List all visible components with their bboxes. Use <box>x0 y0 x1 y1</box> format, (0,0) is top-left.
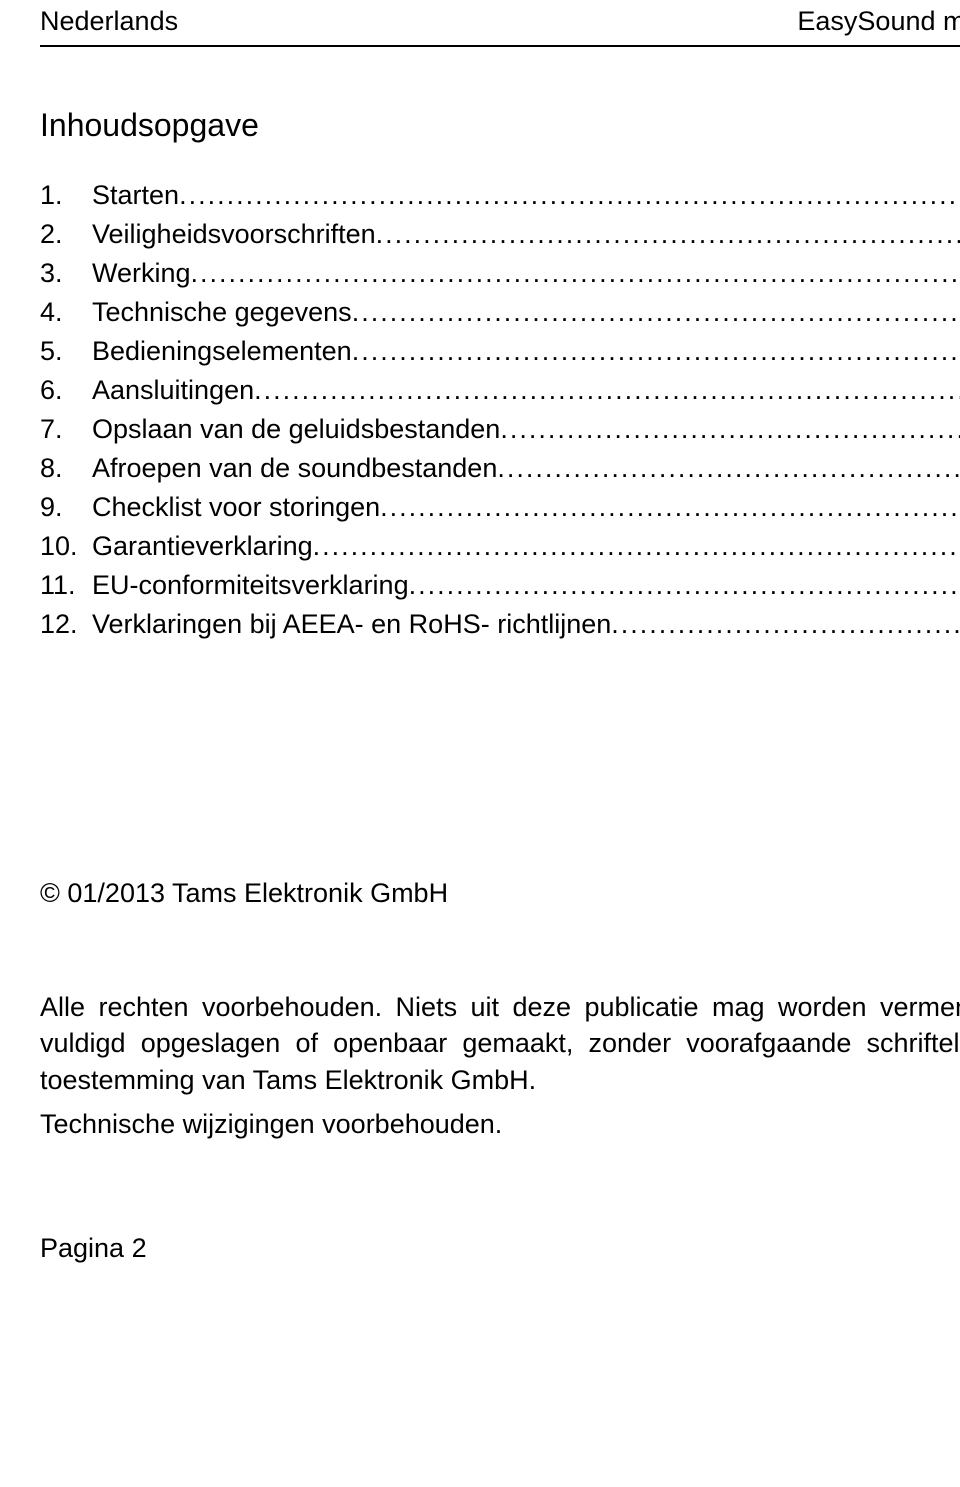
copyright-line: © 01/2013 Tams Elektronik GmbH <box>40 878 960 909</box>
toc-entry-label: Checklist voor storingen <box>92 494 380 521</box>
toc-leader-dots <box>500 416 960 443</box>
tech-changes-paragraph: Technische wijzigingen voorbehouden. <box>40 1106 960 1142</box>
toc-leader-dots <box>191 260 960 287</box>
header-rule <box>40 45 960 47</box>
toc-entry-label: Afroepen van de soundbestanden <box>92 455 497 482</box>
toc-entry-label: Werking <box>92 260 191 287</box>
toc-entry-label: EU-conformiteitsverklaring <box>92 572 409 599</box>
toc-leader-dots <box>352 338 960 365</box>
toc-entry-number: 3. <box>40 260 92 287</box>
toc-entry-number: 8. <box>40 455 92 482</box>
toc-entry: 9.Checklist voor storingen20 <box>40 494 960 521</box>
toc-entry: 1.Starten3 <box>40 182 960 209</box>
toc-entry-number: 7. <box>40 416 92 443</box>
toc-leader-dots <box>313 533 960 560</box>
toc-leader-dots <box>254 377 960 404</box>
toc-leader-dots <box>376 221 960 248</box>
toc-entry: 5.Bedieningselementen9 <box>40 338 960 365</box>
rights-paragraph: Alle rechten voorbehouden. Niets uit dez… <box>40 989 960 1098</box>
toc-entry-label: Technische gegevens <box>92 299 352 326</box>
toc-entry-number: 11. <box>40 572 92 599</box>
toc-entry-number: 12. <box>40 611 92 638</box>
toc-entry-label: Garantieverklaring <box>92 533 313 560</box>
toc-entry: 8.Afroepen van de soundbestanden16 <box>40 455 960 482</box>
toc-entry-number: 9. <box>40 494 92 521</box>
table-of-contents: 1.Starten3 2.Veiligheidsvoorschriften5 3.W… <box>40 182 960 638</box>
toc-title: Inhoudsopgave <box>40 107 960 144</box>
toc-entry-label: Bedieningselementen <box>92 338 352 365</box>
toc-entry-label: Verklaringen bij AEEA- en RoHS- richtlij… <box>92 611 611 638</box>
toc-entry-label: Opslaan van de geluidsbestanden <box>92 416 500 443</box>
toc-leader-dots <box>409 572 960 599</box>
toc-entry: 10.Garantieverklaring22 <box>40 533 960 560</box>
toc-entry: 11.EU-conformiteitsverklaring23 <box>40 572 960 599</box>
toc-entry-label: Veiligheidsvoorschriften <box>92 221 376 248</box>
toc-entry-label: Starten <box>92 182 179 209</box>
toc-leader-dots <box>179 182 960 209</box>
toc-entry-number: 10. <box>40 533 92 560</box>
header-right: EasySound maxi <box>797 6 960 37</box>
toc-leader-dots <box>380 494 960 521</box>
toc-leader-dots <box>497 455 960 482</box>
toc-entry-number: 2. <box>40 221 92 248</box>
toc-entry-number: 5. <box>40 338 92 365</box>
toc-entry-label: Aansluitingen <box>92 377 254 404</box>
toc-entry-number: 4. <box>40 299 92 326</box>
toc-leader-dots <box>611 611 960 638</box>
header-left: Nederlands <box>40 6 178 37</box>
toc-entry: 7.Opslaan van de geluidsbestanden12 <box>40 416 960 443</box>
page-footer: Pagina 2 <box>40 1233 960 1264</box>
toc-entry: 4.Technische gegevens8 <box>40 299 960 326</box>
toc-entry: 12.Verklaringen bij AEEA- en RoHS- richt… <box>40 611 960 638</box>
toc-entry: 3.Werking6 <box>40 260 960 287</box>
toc-entry: 2.Veiligheidsvoorschriften5 <box>40 221 960 248</box>
toc-entry-number: 1. <box>40 182 92 209</box>
toc-leader-dots <box>352 299 960 326</box>
page-header: Nederlands EasySound maxi <box>40 6 960 37</box>
toc-entry-number: 6. <box>40 377 92 404</box>
toc-entry: 6.Aansluitingen10 <box>40 377 960 404</box>
